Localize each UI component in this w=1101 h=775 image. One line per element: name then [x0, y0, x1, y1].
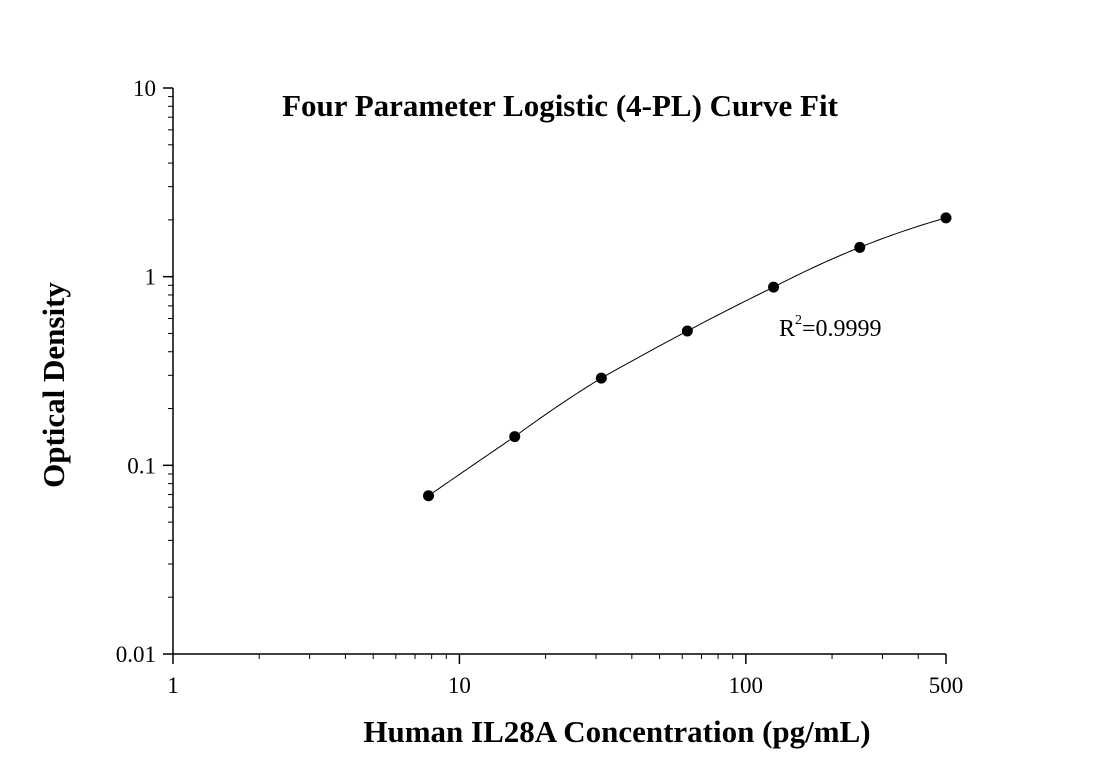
y-tick-label: 1	[145, 265, 157, 290]
x-tick-label: 500	[929, 673, 964, 698]
fit-curve-line	[428, 217, 947, 497]
chart-title: Four Parameter Logistic (4-PL) Curve Fit	[282, 88, 839, 123]
data-point	[423, 490, 435, 502]
minor-ticks	[168, 96, 919, 659]
r-squared-value: =0.9999	[802, 316, 882, 342]
major-ticks	[163, 87, 947, 664]
y-tick-label: 0.01	[116, 642, 156, 667]
data-points	[423, 212, 952, 502]
r-squared-annotation: R2=0.9999	[779, 313, 882, 342]
x-axis-title: Human IL28A Concentration (pg/mL)	[363, 714, 870, 749]
x-tick-label: 10	[448, 673, 471, 698]
r-squared-base: R	[779, 316, 795, 342]
data-point	[854, 241, 866, 253]
y-tick-label: 0.1	[127, 453, 156, 478]
data-point	[509, 431, 521, 443]
data-point	[768, 281, 780, 293]
y-axis-title: Optical Density	[36, 282, 71, 488]
data-point	[595, 372, 607, 384]
x-tick-label: 1	[167, 673, 179, 698]
data-point	[940, 212, 952, 224]
r-squared-superscript: 2	[795, 313, 802, 328]
y-tick-label: 10	[133, 76, 156, 101]
x-tick-label: 100	[729, 673, 764, 698]
axes	[172, 88, 946, 655]
tick-labels: 1 10 100 500 0.01 0.1 1 10	[116, 76, 964, 698]
data-point	[681, 325, 693, 337]
